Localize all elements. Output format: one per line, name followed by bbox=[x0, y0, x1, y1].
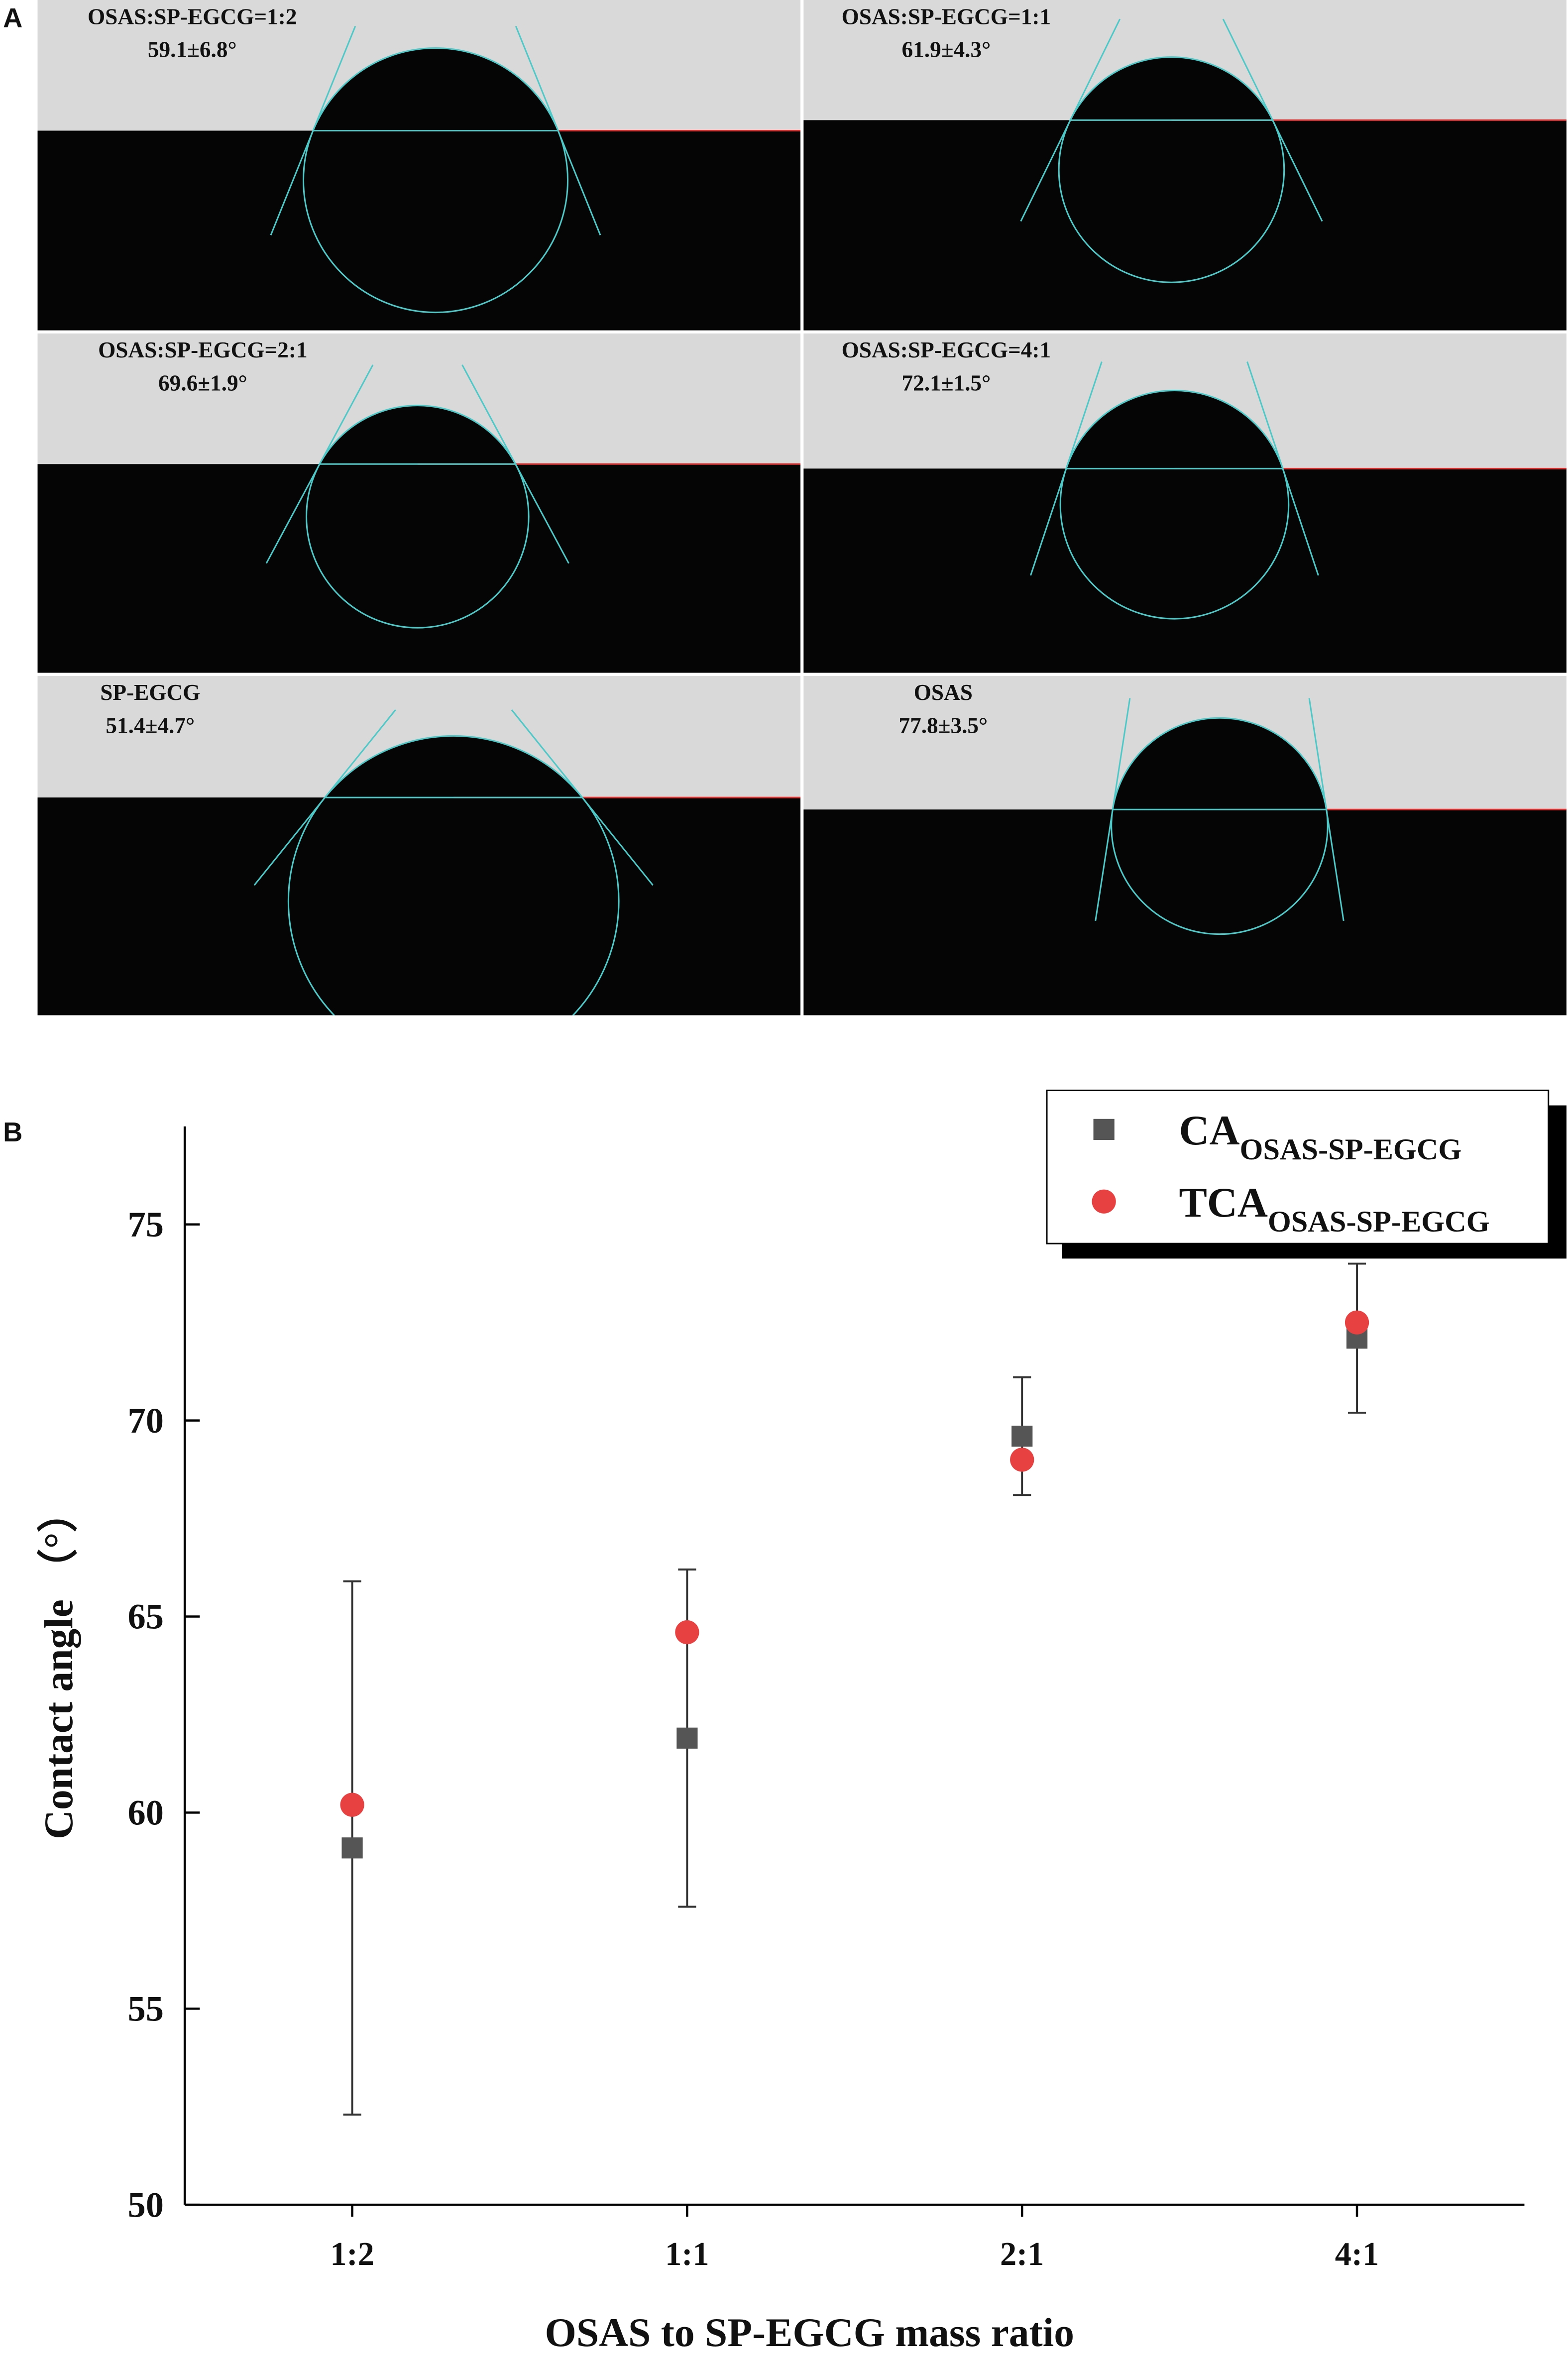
photo bbox=[803, 0, 1567, 331]
image-angle: 77.8±3.5° bbox=[898, 713, 988, 738]
panel-label: A bbox=[3, 2, 22, 33]
point bbox=[1344, 1310, 1369, 1335]
legend-subscript: OSAS-SP-EGCG bbox=[1240, 1133, 1462, 1166]
x-tick-label: 4:1 bbox=[1335, 2236, 1379, 2272]
fit-circle bbox=[303, 47, 569, 314]
image-angle: 61.9±4.3° bbox=[902, 37, 991, 62]
image-title: SP-EGCG bbox=[100, 680, 200, 705]
y-axis-label: Contact angle （°） bbox=[36, 1492, 81, 1839]
point bbox=[1011, 1426, 1033, 1447]
droplet bbox=[1111, 718, 1328, 934]
legend-marker bbox=[1092, 1189, 1116, 1214]
tangent-line bbox=[1020, 18, 1121, 222]
x-axis-label: OSAS to SP-EGCG mass ratio bbox=[545, 2310, 1074, 2355]
tangent-line bbox=[1246, 361, 1319, 576]
legend-box bbox=[1046, 1089, 1550, 1244]
point bbox=[675, 1620, 699, 1645]
image-title: OSAS bbox=[914, 680, 973, 705]
image-title: OSAS:SP-EGCG=2:1 bbox=[98, 337, 308, 362]
droplet bbox=[1059, 57, 1284, 283]
fit-circle bbox=[1058, 56, 1285, 283]
image-angle: 69.6±1.9° bbox=[158, 370, 247, 395]
fit-circle bbox=[306, 405, 530, 629]
panel-label: B bbox=[3, 1117, 22, 1147]
tangent-line bbox=[1308, 698, 1344, 921]
legend-label: CAOSAS-SP-EGCG bbox=[1179, 1108, 1462, 1166]
image-title: OSAS:SP-EGCG=4:1 bbox=[842, 337, 1051, 362]
droplet bbox=[303, 48, 568, 313]
image-angle: 72.1±1.5° bbox=[902, 370, 991, 395]
x-tick-label: 2:1 bbox=[1000, 2236, 1044, 2272]
photo bbox=[37, 333, 801, 673]
photo bbox=[803, 675, 1567, 1015]
legend-name: TCA bbox=[1179, 1180, 1268, 1226]
y-tick-label: 60 bbox=[128, 1793, 164, 1833]
image-title: OSAS:SP-EGCG=1:2 bbox=[88, 4, 297, 29]
photo bbox=[37, 0, 801, 331]
legend-name: CA bbox=[1179, 1108, 1240, 1154]
point bbox=[340, 1793, 364, 1817]
image-title: OSAS:SP-EGCG=1:1 bbox=[842, 4, 1051, 29]
tangent-line bbox=[515, 26, 601, 235]
tangent-line bbox=[265, 364, 374, 564]
tangent-line bbox=[461, 364, 569, 564]
droplet bbox=[1060, 390, 1289, 619]
y-tick-label: 65 bbox=[128, 1596, 164, 1637]
tangent-line bbox=[253, 709, 396, 886]
tangent-line bbox=[511, 709, 654, 886]
tangent-line bbox=[1029, 361, 1103, 576]
y-tick-label: 70 bbox=[128, 1400, 164, 1441]
x-tick-label: 1:1 bbox=[665, 2236, 709, 2272]
image-angle: 51.4±4.7° bbox=[106, 713, 195, 738]
tangent-line bbox=[1222, 18, 1323, 222]
y-tick-label: 75 bbox=[128, 1204, 164, 1244]
tangent-line bbox=[1095, 698, 1131, 921]
fit-circle bbox=[1059, 389, 1290, 620]
droplet bbox=[288, 736, 619, 1015]
image-angle: 59.1±6.8° bbox=[148, 37, 237, 62]
point bbox=[676, 1727, 698, 1749]
tangent-line bbox=[270, 26, 356, 235]
photo bbox=[803, 333, 1567, 673]
legend-label: TCAOSAS-SP-EGCG bbox=[1179, 1180, 1490, 1238]
fit-circle bbox=[287, 735, 620, 1015]
point bbox=[341, 1837, 363, 1859]
fit-circle bbox=[1111, 717, 1329, 935]
droplet bbox=[306, 405, 529, 628]
y-tick-label: 50 bbox=[128, 2184, 164, 2225]
x-tick-label: 1:2 bbox=[330, 2236, 374, 2272]
point bbox=[1010, 1448, 1034, 1472]
legend-marker bbox=[1093, 1119, 1115, 1140]
legend-subscript: OSAS-SP-EGCG bbox=[1268, 1205, 1490, 1238]
photo bbox=[37, 675, 801, 1015]
y-tick-label: 55 bbox=[128, 1988, 164, 2028]
